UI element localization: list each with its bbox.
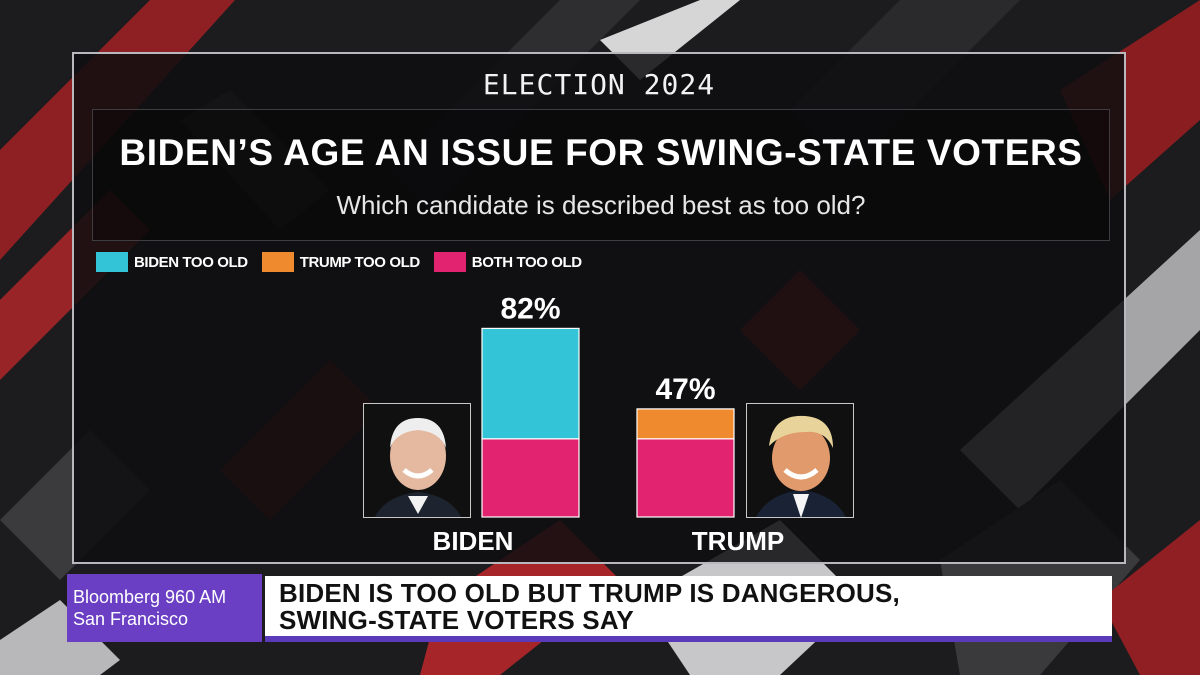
bar-biden-biden-too-old [481,327,580,440]
biden-portrait-icon [364,404,470,517]
headline-box: BIDEN IS TOO OLD BUT TRUMP IS DANGEROUS,… [265,576,1112,636]
biden-photo [363,403,471,518]
chart-subtitle: Which candidate is described best as too… [336,190,866,220]
legend-item-trump-too-old: TRUMP TOO OLD [261,252,420,272]
bar-trump-trump-too-old [636,408,735,440]
headline-line-2: SWING-STATE VOTERS SAY [279,605,634,635]
legend-item-both-too-old: BOTH TOO OLD [433,252,582,272]
data-label-trump: 47% [655,373,715,406]
category-label-biden: BIDEN [432,526,514,556]
title-box: BIDEN’S AGE AN ISSUE FOR SWING-STATE VOT… [92,109,1110,241]
legend-label-biden-too-old: BIDEN TOO OLD [134,253,248,271]
legend-label-trump-too-old: TRUMP TOO OLD [299,253,420,271]
trump-photo [746,403,854,518]
station-line-1: Bloomberg 960 AM [73,587,227,607]
legend-swatch-trump-too-old [261,252,294,272]
headline-underline [265,636,1112,642]
legend-swatch-biden-too-old [96,252,128,272]
chart-title: BIDEN’S AGE AN ISSUE FOR SWING-STATE VOT… [119,132,1083,173]
legend-label-both-too-old: BOTH TOO OLD [471,253,582,271]
lower-third: Bloomberg 960 AM San Francisco BIDEN IS … [67,574,1112,642]
data-label-biden: 82% [500,292,560,325]
bar-biden-both-too-old [481,438,580,518]
trump-portrait-icon [747,404,853,517]
chart-panel: ELECTION 2024 BIDEN’S AGE AN ISSUE FOR S… [72,52,1126,564]
station-id: Bloomberg 960 AM San Francisco [67,574,262,642]
bar-trump-both-too-old [636,438,735,518]
kicker-label: ELECTION 2024 [482,68,716,101]
headline-line-1: BIDEN IS TOO OLD BUT TRUMP IS DANGEROUS, [279,578,900,608]
legend: BIDEN TOO OLD TRUMP TOO OLD BOTH TOO OLD [96,251,596,273]
category-label-trump: TRUMP [691,526,785,556]
legend-item-biden-too-old: BIDEN TOO OLD [96,252,248,272]
legend-swatch-both-too-old [433,252,466,272]
station-line-2: San Francisco [73,609,189,629]
